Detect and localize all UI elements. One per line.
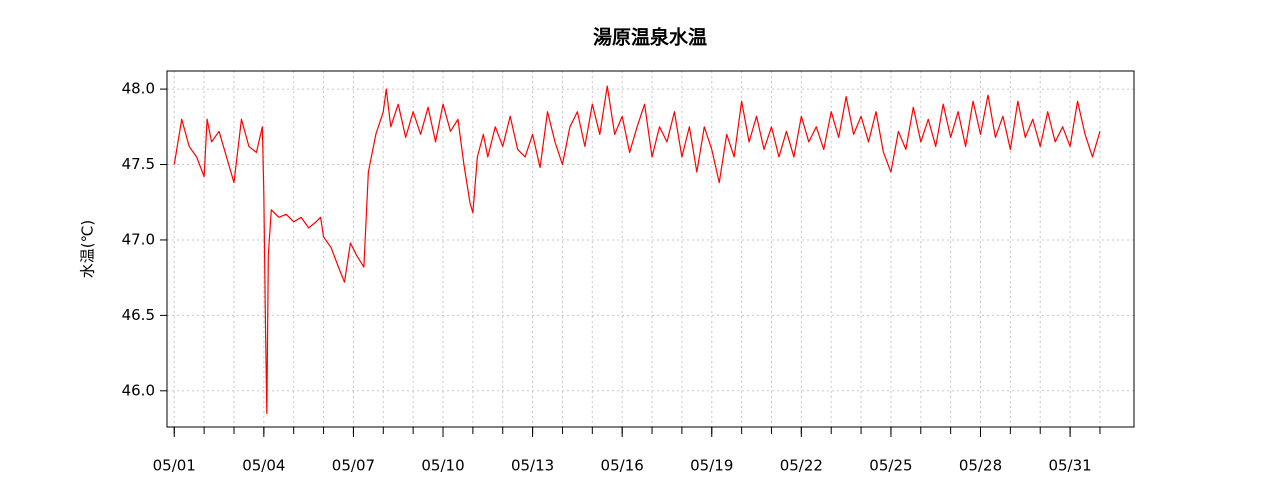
x-tick-label: 05/10: [421, 457, 464, 475]
y-tick-label: 47.0: [122, 230, 155, 248]
x-tick-label: 05/31: [1048, 457, 1091, 475]
x-tick-label: 05/25: [869, 457, 912, 475]
x-tick-label: 05/28: [959, 457, 1002, 475]
data-line: [173, 85, 1101, 415]
grid: [167, 71, 1134, 427]
plot: [173, 85, 1101, 415]
y-tick-label: 47.5: [122, 155, 155, 173]
chart-title: 湯原温泉水温: [593, 26, 707, 49]
plot-frame: [166, 70, 1135, 428]
y-axis-label: 水温(℃): [79, 220, 97, 279]
x-tick-label: 05/07: [332, 457, 375, 475]
x-tick-label: 05/01: [153, 457, 196, 475]
x-tick-label: 05/04: [242, 457, 285, 475]
y-tick-label: 46.0: [122, 381, 155, 399]
x-tick-label: 05/16: [601, 457, 644, 475]
x-tick-label: 05/13: [511, 457, 554, 475]
y-tick-label: 48.0: [122, 80, 155, 98]
x-tick-label: 05/22: [780, 457, 823, 475]
x-tick-label: 05/19: [690, 457, 733, 475]
y-tick-label: 46.5: [122, 306, 155, 324]
